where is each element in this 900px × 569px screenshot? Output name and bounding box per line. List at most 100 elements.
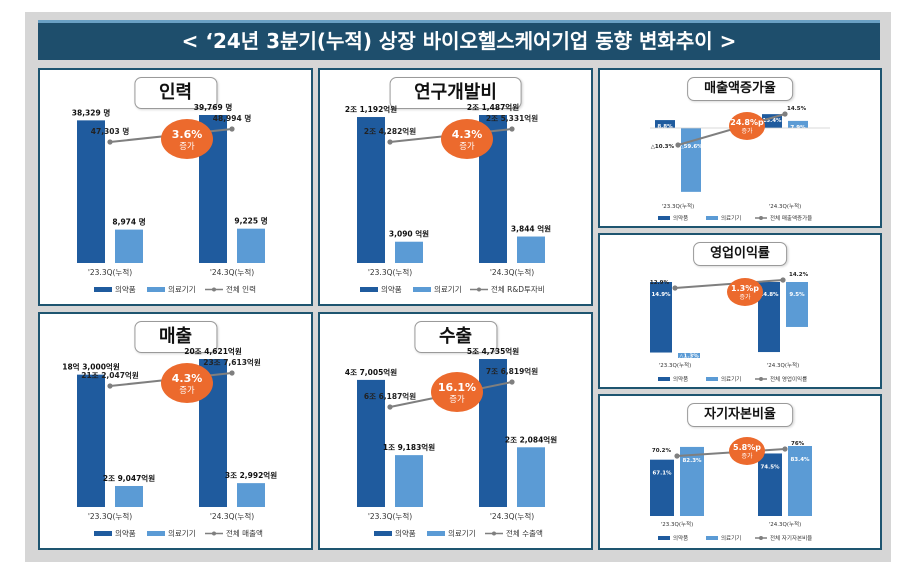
bar-exports-pharma-1 [479, 359, 507, 507]
bar-equity_ratio-device-1 [788, 446, 812, 516]
bar-label-op_margin-device-0: △1.3% [679, 354, 699, 360]
bar-label-op_margin-device-1: 9.5% [789, 292, 805, 298]
category-label-revenue-0: '23.3Q(누적) [88, 511, 132, 521]
chart-svg-equity_ratio: 67.1% 82.3% '23.3Q(누적) 74.5% 83.4% '24.3Q(누적)… [650, 437, 812, 542]
total-label-rnd-0: 2조 4,282억원 [364, 126, 416, 136]
legend-swatch-pharma-rnd [360, 287, 378, 292]
growth-badge-value-op_margin: 1.3%p [731, 284, 759, 293]
bar-op_margin-pharma-0 [650, 282, 672, 353]
bar-label-revenue-device-1: 3조 2,992억원 [225, 470, 277, 480]
legend-marker-total-workforce [212, 287, 216, 292]
panel-op-margin: 영업이익률 14.9% △1.3% '23.3Q(누적) 14.8% 9.5% '24.3… [598, 233, 882, 389]
legend-label-total-op_margin: 전체 영업이익률 [770, 375, 807, 383]
total-point-sales_growth-1 [782, 111, 788, 117]
bar-label-equity_ratio-device-1: 83.4% [790, 457, 810, 463]
legend-swatch-pharma-revenue [94, 531, 112, 536]
legend-label-total-exports: 전체 수출액 [506, 528, 543, 538]
bar-label-exports-device-1: 2조 2,084억원 [505, 434, 557, 444]
growth-badge-text-rnd: 증가 [459, 141, 475, 151]
bar-label-exports-device-0: 1조 9,183억원 [383, 442, 435, 452]
bar-label-sales_growth-device-0: △59.6% [679, 144, 703, 150]
total-label-exports-1: 7조 6,819억원 [486, 366, 538, 376]
bar-exports-pharma-0 [357, 379, 385, 507]
growth-badge-text-revenue: 증가 [179, 385, 195, 395]
bar-workforce-device-1 [237, 228, 265, 263]
category-label-workforce-1: '24.3Q(누적) [210, 267, 254, 277]
total-line-op_margin [674, 279, 784, 289]
bar-label-op_margin-pharma-0: 14.9% [651, 292, 671, 298]
legend-label-device-equity_ratio: 의료기기 [721, 534, 741, 542]
bar-label-rnd-device-1: 3,844 억원 [511, 224, 551, 234]
legend-label-device-sales_growth: 의료기기 [721, 214, 741, 222]
panel-workforce: 인력 38,329 명 8,974 명 '23.3Q(누적) 39,769 명 9,22… [38, 68, 313, 306]
panel-title-revenue: 매출 [133, 321, 218, 353]
growth-badge-text-op_margin: 증가 [739, 293, 751, 301]
growth-badge-value-workforce: 3.6% [172, 128, 203, 141]
total-point-op_margin-0 [672, 285, 678, 291]
total-label-revenue-0: 21조 2,047억원 [81, 370, 139, 380]
bar-label-sales_growth-pharma-1: 15.4% [762, 118, 782, 124]
page-title-banner: < ‘24년 3분기(누적) 상장 바이오헬스케어기업 동향 변화추이 > [38, 20, 880, 60]
total-label-equity_ratio-1: 76% [791, 441, 805, 447]
legend-swatch-pharma-equity_ratio [658, 536, 670, 540]
panel-title-op-margin: 영업이익률 [693, 242, 787, 266]
bar-label-exports-pharma-0: 4조 7,005억원 [345, 367, 397, 377]
total-point-workforce-1 [229, 126, 235, 132]
total-label-revenue-1: 23조 7,613억원 [203, 357, 261, 367]
bar-exports-device-0 [395, 455, 423, 507]
chart-svg-op_margin: 14.9% △1.3% '23.3Q(누적) 14.8% 9.5% '24.3Q(누적) 1… [650, 272, 809, 383]
bar-rnd-device-0 [395, 241, 423, 263]
chart-svg-rnd: 2조 1,192억원 3,090 억원 '23.3Q(누적) 2조 1,487억원 3,… [345, 102, 551, 294]
total-point-rnd-1 [509, 126, 515, 132]
legend-label-pharma-revenue: 의약품 [115, 528, 136, 538]
growth-badge-text-exports: 증가 [449, 394, 465, 404]
legend-swatch-pharma-op_margin [658, 377, 670, 381]
legend-label-device-workforce: 의료기기 [168, 284, 196, 294]
growth-badge-value-equity_ratio: 5.8%p [733, 443, 761, 452]
bar-label-rnd-pharma-0: 2조 1,192억원 [345, 104, 397, 114]
bar-op_margin-device-0 [678, 353, 700, 358]
bar-label-rnd-device-0: 3,090 억원 [389, 229, 429, 239]
total-point-exports-1 [509, 379, 515, 385]
bar-label-revenue-pharma-1: 20조 4,621억원 [184, 346, 242, 356]
total-point-op_margin-1 [780, 277, 786, 283]
panel-rnd: 연구개발비 2조 1,192억원 3,090 억원 '23.3Q(누적) 2조 1,4… [318, 68, 593, 306]
growth-badge-equity_ratio [729, 437, 765, 465]
bar-workforce-pharma-0 [77, 120, 105, 263]
total-point-equity_ratio-0 [674, 453, 680, 459]
total-point-rnd-0 [387, 139, 393, 145]
bar-sales_growth-pharma-1 [762, 114, 782, 128]
category-label-equity_ratio-1: '24.3Q(누적) [769, 521, 802, 528]
legend-label-total-rnd: 전체 R&D투자비 [491, 284, 545, 294]
legend-label-pharma-op_margin: 의약품 [673, 375, 688, 383]
legend-marker-total-sales_growth [759, 216, 763, 220]
growth-badge-value-rnd: 4.3% [452, 128, 483, 141]
growth-badge-text-sales_growth: 증가 [741, 127, 753, 135]
bar-label-rnd-pharma-1: 2조 1,487억원 [467, 102, 519, 112]
legend-swatch-device-equity_ratio [706, 536, 718, 540]
legend-swatch-pharma-exports [374, 531, 392, 536]
legend-marker-total-revenue [212, 531, 216, 536]
growth-badge-exports [431, 372, 483, 412]
legend-label-total-sales_growth: 전체 매출액증가율 [770, 214, 812, 222]
bar-label-revenue-pharma-0: 18억 3,000억원 [62, 362, 120, 372]
total-point-workforce-0 [107, 139, 113, 145]
bar-op_margin-pharma-1 [758, 282, 780, 353]
legend-label-device-exports: 의료기기 [448, 528, 476, 538]
category-label-exports-0: '23.3Q(누적) [368, 511, 412, 521]
bar-equity_ratio-pharma-1 [758, 453, 782, 516]
legend-marker-total-exports [492, 531, 496, 536]
legend-marker-total-op_margin [759, 377, 763, 381]
total-label-sales_growth-1: 14.5% [787, 106, 807, 112]
bar-revenue-device-1 [237, 483, 265, 507]
category-label-equity_ratio-0: '23.3Q(누적) [661, 521, 694, 528]
bar-label-equity_ratio-pharma-0: 67.1% [652, 471, 672, 477]
total-point-equity_ratio-1 [782, 446, 788, 452]
chart-svg-sales_growth: 8.8%△59.6%'23.3Q(누적)15.4%7.9%'24.3Q(누적)△… [650, 106, 830, 222]
panel-title-sales-growth: 매출액증가율 [687, 77, 793, 101]
total-point-revenue-1 [229, 370, 235, 376]
bar-rnd-device-1 [517, 236, 545, 263]
growth-badge-revenue [161, 363, 213, 403]
legend-label-device-rnd: 의료기기 [434, 284, 462, 294]
category-label-revenue-1: '24.3Q(누적) [210, 511, 254, 521]
